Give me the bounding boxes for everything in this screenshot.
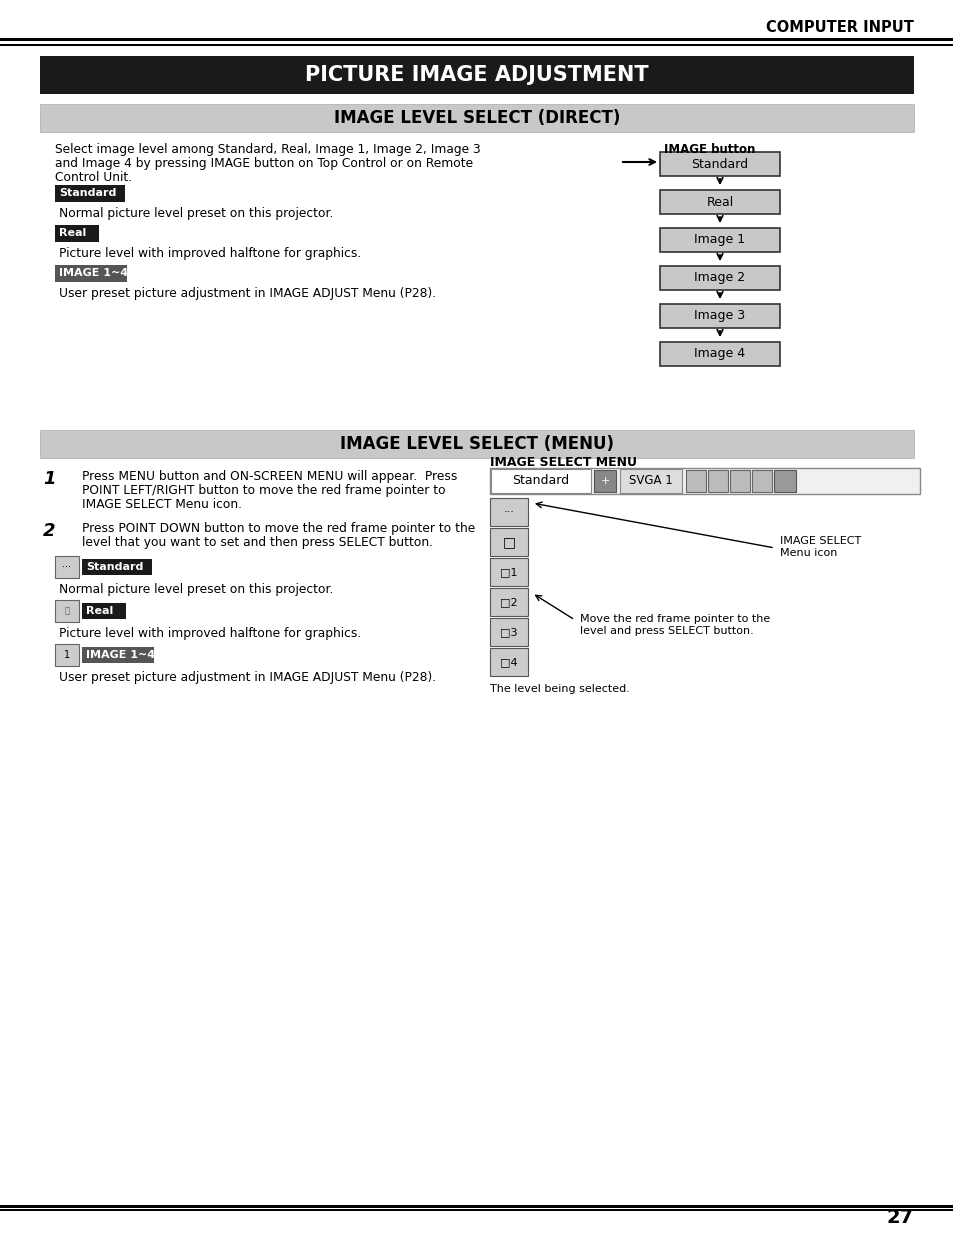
Text: IMAGE SELECT Menu icon.: IMAGE SELECT Menu icon.	[82, 498, 242, 511]
Text: Real: Real	[59, 228, 86, 238]
Text: ···: ···	[503, 508, 514, 517]
Bar	[729, 471, 749, 492]
Text: Standard: Standard	[691, 158, 748, 170]
Bar	[490, 468, 919, 494]
Bar	[55, 266, 127, 282]
Text: □: □	[502, 535, 515, 550]
Text: COMPUTER INPUT: COMPUTER INPUT	[765, 20, 913, 35]
Bar	[490, 498, 527, 526]
Text: Picture level with improved halftone for graphics.: Picture level with improved halftone for…	[59, 627, 361, 640]
Text: IMAGE 1~4: IMAGE 1~4	[59, 268, 128, 279]
Text: □3: □3	[499, 627, 517, 637]
Bar	[659, 342, 780, 366]
Bar	[751, 471, 771, 492]
Text: IMAGE 1~4: IMAGE 1~4	[86, 650, 155, 659]
Bar	[55, 643, 79, 666]
Text: Standard: Standard	[59, 189, 116, 199]
Text: □4: □4	[499, 657, 517, 667]
Text: □1: □1	[499, 567, 517, 577]
Bar	[55, 600, 79, 622]
Bar	[659, 304, 780, 329]
Bar	[659, 190, 780, 214]
Text: PICTURE IMAGE ADJUSTMENT: PICTURE IMAGE ADJUSTMENT	[305, 65, 648, 85]
Bar	[659, 152, 780, 177]
Text: 1: 1	[64, 650, 70, 659]
Bar	[82, 647, 153, 663]
Text: □2: □2	[499, 597, 517, 606]
Text: Select image level among Standard, Real, Image 1, Image 2, Image 3: Select image level among Standard, Real,…	[55, 143, 480, 156]
Bar	[490, 529, 527, 556]
Text: Image 4: Image 4	[694, 347, 745, 361]
Text: Real: Real	[705, 195, 733, 209]
Bar	[40, 104, 913, 132]
Text: Image 1: Image 1	[694, 233, 745, 247]
Text: User preset picture adjustment in IMAGE ADJUST Menu (P28).: User preset picture adjustment in IMAGE …	[59, 671, 436, 684]
Bar	[55, 185, 125, 203]
Text: SVGA 1: SVGA 1	[628, 474, 672, 488]
Bar	[490, 618, 527, 646]
Text: Control Unit.: Control Unit.	[55, 170, 132, 184]
Text: and Image 4 by pressing IMAGE button on Top Control or on Remote: and Image 4 by pressing IMAGE button on …	[55, 157, 473, 170]
Text: 2: 2	[43, 522, 55, 540]
Text: IMAGE SELECT: IMAGE SELECT	[780, 536, 861, 546]
Text: Normal picture level preset on this projector.: Normal picture level preset on this proj…	[59, 583, 333, 597]
Text: IMAGE LEVEL SELECT (DIRECT): IMAGE LEVEL SELECT (DIRECT)	[334, 109, 619, 127]
Text: Image 2: Image 2	[694, 272, 745, 284]
Text: Press MENU button and ON-SCREEN MENU will appear.  Press: Press MENU button and ON-SCREEN MENU wil…	[82, 471, 456, 483]
Text: The level being selected.: The level being selected.	[490, 684, 629, 694]
Bar	[707, 471, 727, 492]
Text: Picture level with improved halftone for graphics.: Picture level with improved halftone for…	[59, 247, 361, 261]
Bar	[490, 648, 527, 676]
Text: IMAGE LEVEL SELECT (MENU): IMAGE LEVEL SELECT (MENU)	[339, 435, 614, 453]
Text: 1: 1	[43, 471, 55, 488]
Text: Press POINT DOWN button to move the red frame pointer to the: Press POINT DOWN button to move the red …	[82, 522, 475, 535]
Bar	[0, 44, 953, 46]
Text: User preset picture adjustment in IMAGE ADJUST Menu (P28).: User preset picture adjustment in IMAGE …	[59, 287, 436, 300]
Bar	[40, 430, 913, 458]
Text: 27: 27	[886, 1208, 913, 1228]
Bar	[490, 588, 527, 616]
Text: IMAGE button: IMAGE button	[663, 143, 755, 156]
Text: level that you want to set and then press SELECT button.: level that you want to set and then pres…	[82, 536, 433, 550]
Text: IMAGE SELECT MENU: IMAGE SELECT MENU	[490, 456, 637, 469]
Bar	[82, 559, 152, 576]
Bar	[491, 469, 590, 493]
Text: +: +	[599, 475, 609, 487]
Bar	[594, 471, 616, 492]
Bar	[0, 1205, 953, 1208]
Text: Image 3: Image 3	[694, 310, 745, 322]
Text: Normal picture level preset on this projector.: Normal picture level preset on this proj…	[59, 207, 333, 220]
Bar	[82, 603, 126, 619]
Bar	[659, 228, 780, 252]
Text: Menu icon: Menu icon	[780, 548, 837, 558]
Bar	[619, 469, 681, 493]
Bar	[659, 266, 780, 290]
Bar	[40, 56, 913, 94]
Text: Standard: Standard	[512, 474, 569, 488]
Text: POINT LEFT/RIGHT button to move the red frame pointer to: POINT LEFT/RIGHT button to move the red …	[82, 484, 445, 496]
Bar	[685, 471, 705, 492]
Text: ···: ···	[63, 562, 71, 572]
Bar	[0, 1209, 953, 1210]
Text: ⬛: ⬛	[65, 606, 70, 615]
Text: level and press SELECT button.: level and press SELECT button.	[579, 626, 753, 636]
Text: Move the red frame pointer to the: Move the red frame pointer to the	[579, 614, 769, 624]
Bar	[55, 556, 79, 578]
Text: Real: Real	[86, 606, 113, 616]
Bar	[490, 558, 527, 585]
Bar	[0, 38, 953, 41]
Bar	[773, 471, 795, 492]
Text: Standard: Standard	[86, 562, 143, 572]
Bar	[55, 225, 99, 242]
